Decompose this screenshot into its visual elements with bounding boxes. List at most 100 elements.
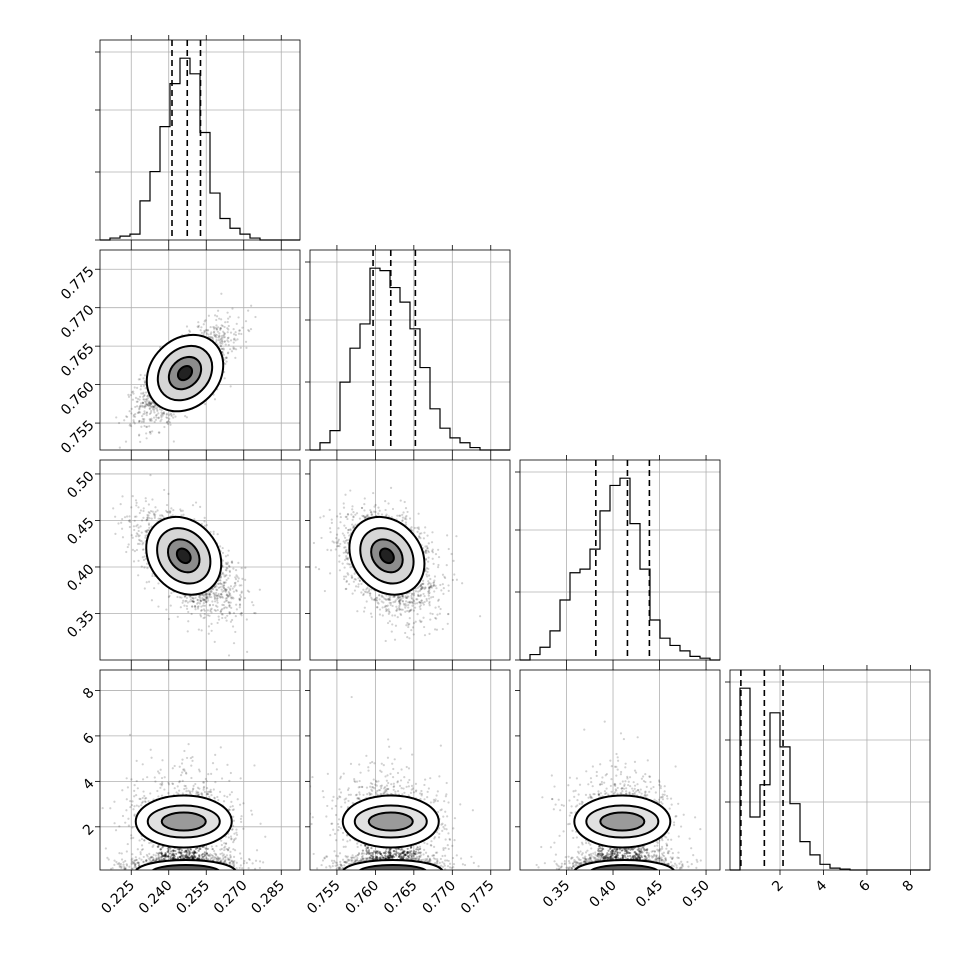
scatter-point: [215, 594, 219, 597]
scatter-panel-2-0: 0.350.400.450.50: [64, 455, 301, 665]
scatter-point: [145, 425, 148, 429]
scatter-point: [227, 595, 230, 598]
scatter-point: [131, 398, 134, 401]
scatter-point: [135, 400, 138, 403]
scatter-point: [215, 591, 218, 594]
scatter-point: [234, 581, 237, 584]
scatter-point: [145, 401, 148, 404]
scatter-point: [130, 412, 133, 415]
scatter-point: [436, 566, 440, 569]
scatter-point: [150, 599, 154, 602]
scatter-point: [227, 336, 230, 339]
scatter-point: [235, 589, 238, 593]
scatter-point: [133, 528, 136, 532]
scatter-point: [146, 399, 149, 402]
scatter-point: [375, 599, 378, 602]
scatter-point: [190, 600, 194, 603]
scatter-point: [215, 334, 218, 337]
scatter-point: [227, 340, 230, 343]
scatter-point: [197, 324, 200, 327]
scatter-point: [209, 325, 212, 329]
scatter-point: [420, 599, 423, 602]
scatter-point: [216, 621, 219, 625]
scatter-point: [342, 551, 345, 554]
scatter-point: [375, 599, 378, 602]
scatter-point: [239, 346, 242, 349]
scatter-point: [329, 572, 332, 575]
scatter-point: [165, 421, 169, 424]
scatter-point: [218, 578, 221, 582]
scatter-point: [213, 326, 216, 329]
scatter-point: [153, 420, 156, 423]
scatter-point: [216, 599, 219, 602]
scatter-point: [193, 604, 197, 608]
scatter-point: [207, 625, 211, 628]
scatter-point: [152, 513, 156, 516]
scatter-point: [319, 516, 322, 519]
scatter-point: [232, 597, 235, 600]
scatter-point: [238, 599, 242, 602]
scatter-point: [147, 402, 151, 405]
scatter-point: [157, 605, 160, 608]
scatter-point: [204, 595, 207, 599]
scatter-point: [224, 343, 227, 346]
scatter-point: [199, 505, 202, 508]
scatter-point: [128, 525, 131, 529]
scatter-point: [203, 616, 206, 619]
scatter-point: [428, 604, 431, 607]
scatter-point: [222, 347, 225, 350]
scatter-point: [144, 500, 148, 503]
panel-frame: [309, 249, 511, 451]
scatter-point: [193, 518, 196, 521]
scatter-point: [131, 536, 134, 539]
scatter-point: [152, 405, 155, 408]
scatter-point: [419, 588, 422, 591]
scatter-point: [210, 596, 213, 599]
scatter-point: [161, 413, 164, 416]
scatter-point: [213, 398, 217, 401]
scatter-point: [209, 608, 212, 611]
scatter-point: [426, 547, 429, 550]
scatter-point: [117, 421, 121, 425]
scatter-point: [148, 400, 152, 403]
scatter-point: [247, 309, 250, 312]
scatter-point: [223, 332, 227, 335]
scatter-point: [145, 518, 149, 521]
scatter-point: [346, 552, 349, 555]
panel-frame: [729, 669, 931, 871]
scatter-point: [206, 329, 209, 332]
scatter-point: [148, 407, 151, 410]
scatter-point: [166, 511, 169, 514]
scatter-point: [229, 331, 233, 334]
scatter-point: [232, 567, 235, 570]
scatter-point: [206, 593, 209, 596]
scatter-point: [165, 412, 169, 415]
scatter-point: [188, 329, 191, 332]
y-tick-label: 0.765: [58, 340, 98, 380]
scatter-point: [426, 575, 429, 578]
scatter-point: [151, 407, 154, 411]
scatter-point: [134, 396, 138, 399]
scatter-point: [176, 595, 179, 599]
scatter-point: [209, 593, 212, 596]
scatter-point: [202, 598, 205, 601]
scatter-point: [180, 514, 183, 517]
scatter-point: [223, 336, 226, 339]
scatter-point: [203, 320, 206, 323]
scatter-point: [228, 612, 231, 615]
scatter-point: [219, 579, 222, 582]
scatter-point: [139, 385, 143, 388]
scatter-point: [227, 654, 231, 657]
scatter-point: [139, 405, 142, 408]
scatter-point: [219, 610, 222, 613]
scatter-point: [234, 584, 237, 587]
scatter-point: [189, 598, 192, 601]
scatter-point: [225, 356, 228, 359]
scatter-point: [146, 529, 149, 532]
scatter-point: [238, 329, 242, 332]
scatter-point: [398, 595, 401, 598]
scatter-point: [167, 595, 170, 599]
scatter-point: [221, 616, 224, 620]
scatter-point: [200, 609, 203, 612]
scatter-point: [139, 402, 143, 405]
